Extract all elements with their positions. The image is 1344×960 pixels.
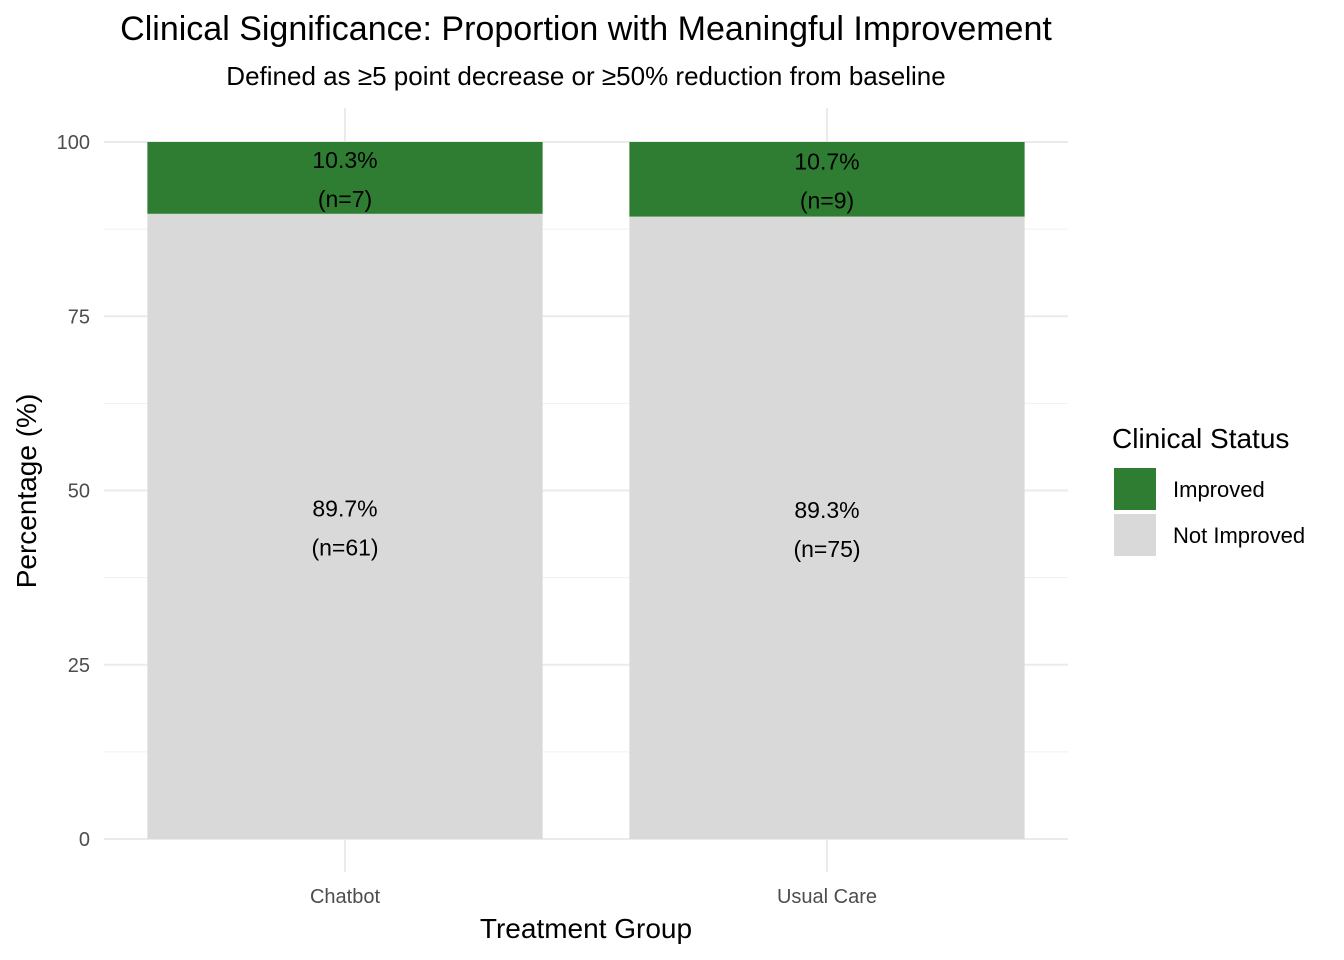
bar-not-improved: [629, 216, 1025, 840]
data-label-count: (n=75): [793, 536, 860, 562]
bar-improved: [147, 142, 543, 214]
data-label-count: (n=61): [311, 534, 378, 560]
chart-title: Clinical Significance: Proportion with M…: [120, 10, 1052, 48]
y-tick-label: 75: [68, 306, 90, 328]
x-tick-label: Chatbot: [310, 886, 380, 908]
data-label-percent: 10.3%: [312, 147, 377, 173]
y-tick-label: 100: [57, 132, 90, 154]
y-tick-label: 0: [79, 829, 90, 851]
x-axis-title: Treatment Group: [480, 913, 692, 944]
data-label-percent: 89.3%: [794, 497, 859, 523]
data-label-count: (n=9): [800, 187, 854, 213]
legend-swatch-improved: [1114, 468, 1156, 510]
bar-improved: [629, 142, 1025, 217]
y-tick-label: 25: [68, 655, 90, 677]
legend-label-not-improved: Not Improved: [1173, 523, 1305, 548]
x-tick-label: Usual Care: [777, 886, 877, 908]
data-label-percent: 89.7%: [312, 495, 377, 521]
legend-swatch-not-improved: [1114, 514, 1156, 556]
bars: [147, 142, 1025, 840]
legend: Clinical Status Improved Not Improved: [1112, 423, 1305, 556]
legend-label-improved: Improved: [1173, 477, 1265, 502]
y-axis-title: Percentage (%): [11, 394, 42, 589]
y-tick-label: 50: [68, 481, 90, 503]
data-label-percent: 10.7%: [794, 148, 859, 174]
bar-not-improved: [147, 213, 543, 839]
chart-subtitle: Defined as ≥5 point decrease or ≥50% red…: [226, 61, 945, 91]
data-label-count: (n=7): [318, 186, 372, 212]
bar-labels: 89.7% (n=61) 10.3% (n=7) 89.3% (n=75) 10.7% (n=…: [311, 147, 860, 562]
axes: 0 25 50 75 100 Chatbot Usual Care: [57, 132, 877, 908]
legend-title: Clinical Status: [1112, 423, 1289, 454]
